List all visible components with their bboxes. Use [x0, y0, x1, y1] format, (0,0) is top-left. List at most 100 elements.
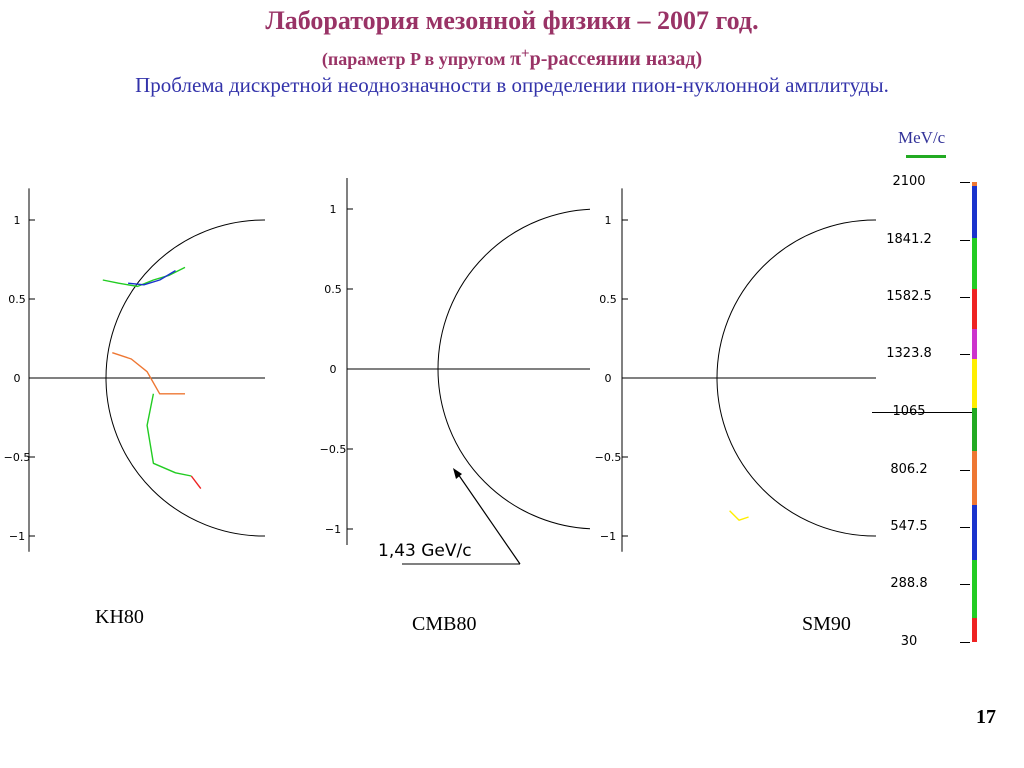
scale-color-segment	[972, 505, 977, 560]
series-line	[755, 305, 768, 340]
series-line	[283, 204, 292, 239]
y-tick-label: 0.5	[8, 293, 26, 306]
momentum-color-scale: 2100 1841.2 1582.5 1323.8 1065 806.2 547.5 288.…	[872, 168, 980, 650]
scale-color-segment	[972, 617, 977, 642]
annotation-arrow-head	[453, 468, 462, 479]
scale-color-segment	[972, 182, 977, 186]
slide-title: Лаборатория мезонной физики – 2007 год.	[265, 6, 759, 35]
series-line	[353, 425, 369, 438]
y-tick-label: −0.5	[4, 451, 31, 464]
y-tick-label: 1	[605, 214, 612, 227]
plot-cmb80: 1 0.5 0 −0.5 −1	[320, 178, 774, 545]
scale-tick-label: 1582.5	[886, 289, 932, 304]
y-tick-label: −0.5	[595, 451, 622, 464]
scale-tick-label: 1323.8	[886, 346, 932, 362]
plot-label-cmb80: CMB80	[412, 613, 477, 635]
scale-tick-label: 288.8	[890, 576, 928, 592]
slide-number: 17	[976, 706, 996, 728]
series-line	[726, 299, 752, 337]
problem-statement: Проблема дискретной неоднозначности в оп…	[135, 73, 889, 97]
scale-color-segment	[972, 328, 977, 359]
scale-color-segment	[972, 559, 977, 618]
annotation-arrow-shaft	[457, 473, 521, 565]
series-line	[986, 489, 1024, 514]
scale-color-segment	[972, 288, 977, 329]
y-tick-label: −1	[9, 530, 25, 543]
series-line	[102, 266, 186, 288]
annotation-label: 1,43 GeV/c	[378, 541, 472, 561]
unit-circle	[105, 219, 265, 537]
series-line	[128, 269, 176, 286]
plot-kh80: 1 0.5 0 −0.5 −1	[4, 188, 375, 552]
scale-tick	[960, 354, 970, 356]
plot-label-kh80: KH80	[95, 606, 144, 628]
unit-circle	[437, 208, 590, 530]
series-line	[986, 381, 1024, 428]
subtitle-pre: (параметр P в упругом	[321, 49, 511, 69]
series-line	[321, 321, 372, 365]
y-tick-label: 0	[605, 372, 612, 385]
scale-tick	[960, 469, 970, 471]
y-tick-label: −1	[600, 530, 616, 543]
y-tick-label: 0	[14, 372, 21, 385]
scale-color-segment	[972, 407, 977, 451]
y-tick-label: 0.5	[324, 283, 342, 296]
series-line	[330, 485, 374, 495]
subtitle-post: p-рассеянии назад)	[529, 48, 703, 70]
series-line	[592, 225, 678, 251]
unit-label: MeV/c	[898, 128, 946, 147]
subtitle-sup: +	[521, 46, 530, 62]
series-line	[764, 347, 774, 414]
scale-color-segment	[972, 450, 977, 506]
series-line	[112, 352, 185, 395]
scale-marker-line	[872, 412, 972, 413]
series-line	[308, 331, 368, 423]
series-line	[592, 225, 605, 231]
series-line	[315, 299, 375, 372]
series-line	[720, 462, 723, 472]
series-line	[1014, 504, 1024, 517]
series-line	[190, 475, 202, 490]
unit-circle	[716, 219, 880, 537]
series-line	[311, 228, 362, 274]
scale-tick-label: 806.2	[890, 461, 928, 477]
series-line	[327, 378, 374, 435]
series-line	[752, 263, 771, 285]
scale-tick	[960, 239, 970, 241]
series-line	[296, 327, 312, 337]
scale-color-segment	[972, 358, 977, 408]
series-line	[146, 393, 192, 477]
plot-label-sm90: SM90	[802, 613, 851, 635]
slide-subtitle: (параметр P в упругом π+p-рассеянии наза…	[0, 46, 1024, 71]
scale-tick-label: 1841.2	[886, 231, 932, 247]
series-line	[992, 248, 1024, 283]
plot-sm90: 1 0.5 0 −0.5 −1	[595, 188, 1024, 552]
series-line	[1017, 274, 1024, 280]
y-tick-label: 1	[330, 203, 337, 216]
scale-tick	[960, 642, 970, 643]
subtitle-pi: π	[510, 48, 522, 70]
series-line	[678, 190, 716, 244]
annotation-1430: 1,43 GeV/c	[378, 468, 521, 565]
unit-underline	[906, 155, 946, 158]
series-line	[729, 510, 749, 521]
scale-tick	[960, 297, 970, 298]
scale-tick-label: 30	[900, 634, 918, 649]
series-line	[620, 350, 703, 379]
series-line	[694, 366, 739, 379]
y-tick-label: −1	[325, 523, 341, 536]
y-tick-label: −0.5	[320, 443, 347, 456]
scale-tick-label: 2100	[892, 174, 926, 189]
scale-tick-label: 1065	[892, 404, 926, 419]
scale-tick-label: 547.5	[890, 519, 928, 534]
y-tick-label: 0	[330, 363, 337, 376]
scale-tick	[960, 527, 970, 528]
scale-color-segment	[972, 186, 977, 238]
scale-tick	[960, 584, 970, 586]
scale-color-segment	[972, 237, 977, 289]
y-tick-label: 1	[14, 214, 21, 227]
y-tick-label: 0.5	[599, 293, 617, 306]
scale-tick	[960, 182, 970, 183]
series-line	[976, 517, 1005, 523]
